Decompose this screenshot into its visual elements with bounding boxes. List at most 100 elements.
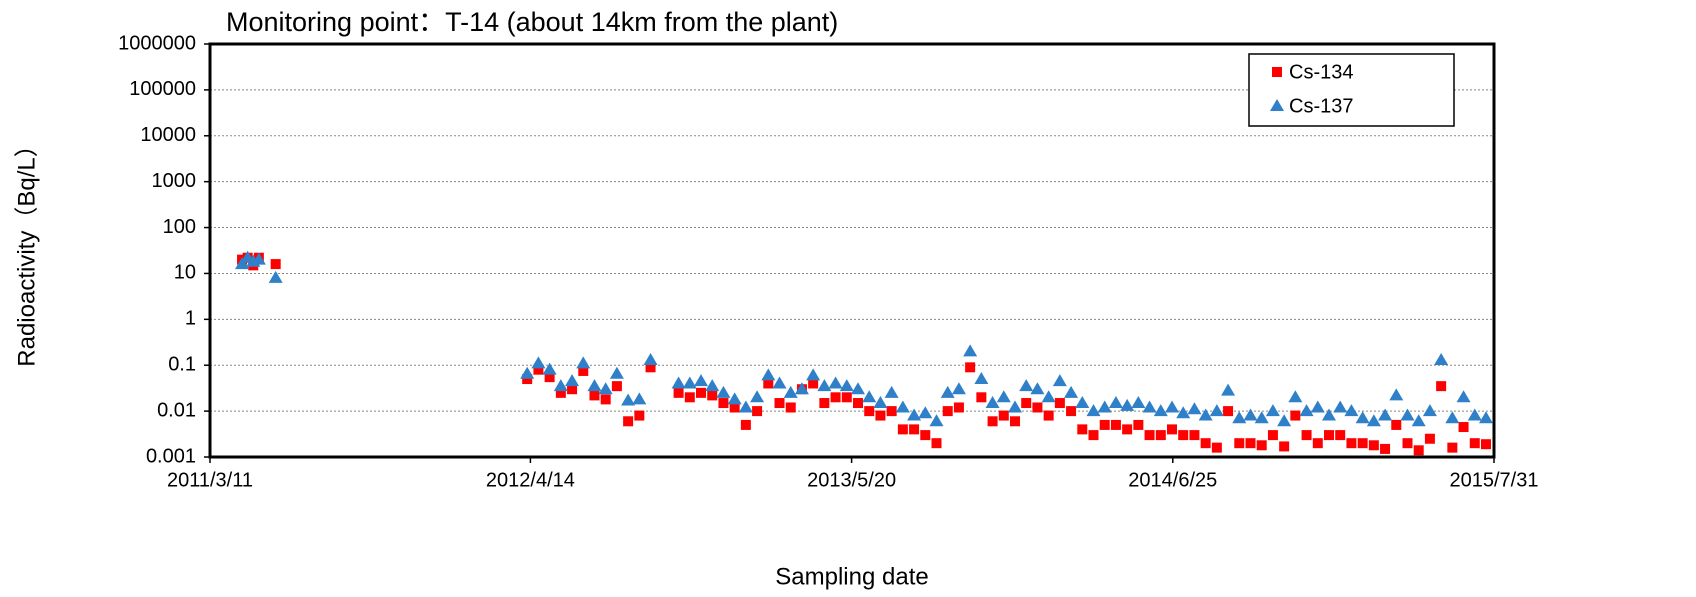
triangle-marker [576,356,591,369]
triangle-marker [1254,411,1269,424]
triangle-marker [761,368,776,381]
x-tick-label: 2011/3/11 [167,469,253,491]
square-marker [1122,424,1133,435]
square-marker [774,398,785,409]
square-marker [684,392,695,403]
square-marker [1267,430,1278,441]
square-marker [1032,402,1043,413]
y-tick-label: 10000 [140,124,196,146]
triangle-marker [974,372,989,385]
square-marker [853,398,864,409]
triangle-marker [1108,396,1123,409]
square-marker [1402,438,1413,449]
square-marker [841,392,852,403]
triangle-marker [1198,408,1213,421]
triangle-marker [1030,382,1045,395]
triangle-marker [1467,408,1482,421]
triangle-marker [895,400,910,413]
triangle-marker [727,392,742,405]
square-marker [987,416,998,427]
square-marker [875,410,886,421]
y-tick-label: 100 [163,216,196,238]
triangle-marker [1019,379,1034,392]
square-marker [1110,419,1121,430]
square-marker [942,406,953,417]
triangle-marker [839,379,854,392]
square-marker [1413,445,1424,456]
square-marker [696,387,707,398]
triangle-marker [817,379,832,392]
x-axis-label: Sampling date [775,563,928,590]
triangle-marker [1075,396,1090,409]
triangle-marker [643,352,658,365]
triangle-marker [565,374,580,387]
y-tick-label: 0.001 [146,445,196,467]
x-tick-label: 2012/4/14 [486,469,575,491]
y-tick-label: 1 [185,308,196,330]
square-marker [623,416,634,427]
square-marker [611,381,622,392]
square-marker [645,362,656,373]
triangle-marker [940,385,955,398]
y-axis-label: Radioactivity（Bq/L） [13,133,40,366]
square-marker [1200,438,1211,449]
triangle-marker [1142,400,1157,413]
square-marker [270,259,281,270]
square-marker [1189,430,1200,441]
triangle-marker [1333,400,1348,413]
triangle-marker [1445,411,1460,424]
square-marker [998,410,1009,421]
triangle-marker [1086,404,1101,417]
square-marker [1424,433,1435,444]
square-marker [785,402,796,413]
triangle-marker [1008,400,1023,413]
square-marker [1234,438,1245,449]
square-marker [1436,381,1447,392]
triangle-marker [520,366,535,379]
triangle-marker [738,400,753,413]
triangle-marker [996,390,1011,403]
triangle-marker [963,344,978,357]
square-marker [1290,410,1301,421]
square-marker [567,384,578,395]
triangle-marker [621,393,636,406]
triangle-marker [1378,408,1393,421]
triangle-marker [1153,404,1168,417]
triangle-marker [587,379,602,392]
triangle-marker [750,390,765,403]
square-marker [976,392,987,403]
y-tick-label: 0.1 [168,354,196,376]
square-marker [1301,430,1312,441]
triangle-marker [1355,411,1370,424]
square-marker [1447,442,1458,453]
triangle-marker [1310,400,1325,413]
square-marker [1391,419,1402,430]
triangle-marker [985,396,1000,409]
triangle-marker [682,376,697,389]
triangle-marker [1131,396,1146,409]
x-tick-label: 2014/6/25 [1128,469,1217,491]
square-marker [634,410,645,421]
triangle-marker [1176,406,1191,419]
triangle-marker [1389,388,1404,401]
legend-marker [1270,99,1284,111]
triangle-marker [1321,408,1336,421]
square-marker [1368,440,1379,451]
square-marker [707,390,718,401]
x-tick-label: 2015/7/31 [1450,469,1539,491]
triangle-marker [1041,390,1056,403]
legend-marker [1272,67,1282,77]
square-marker [1144,430,1155,441]
square-marker [1245,438,1256,449]
square-marker [1223,406,1234,417]
square-marker [1380,443,1391,454]
triangle-marker [1120,398,1135,411]
legend-box [1248,53,1455,127]
triangle-marker [531,356,546,369]
square-marker [1178,430,1189,441]
square-marker [1054,398,1065,409]
legend-label: Cs-134 [1289,61,1353,83]
square-marker [1357,438,1368,449]
legend-label: Cs-137 [1289,95,1353,117]
triangle-marker [1434,352,1449,365]
